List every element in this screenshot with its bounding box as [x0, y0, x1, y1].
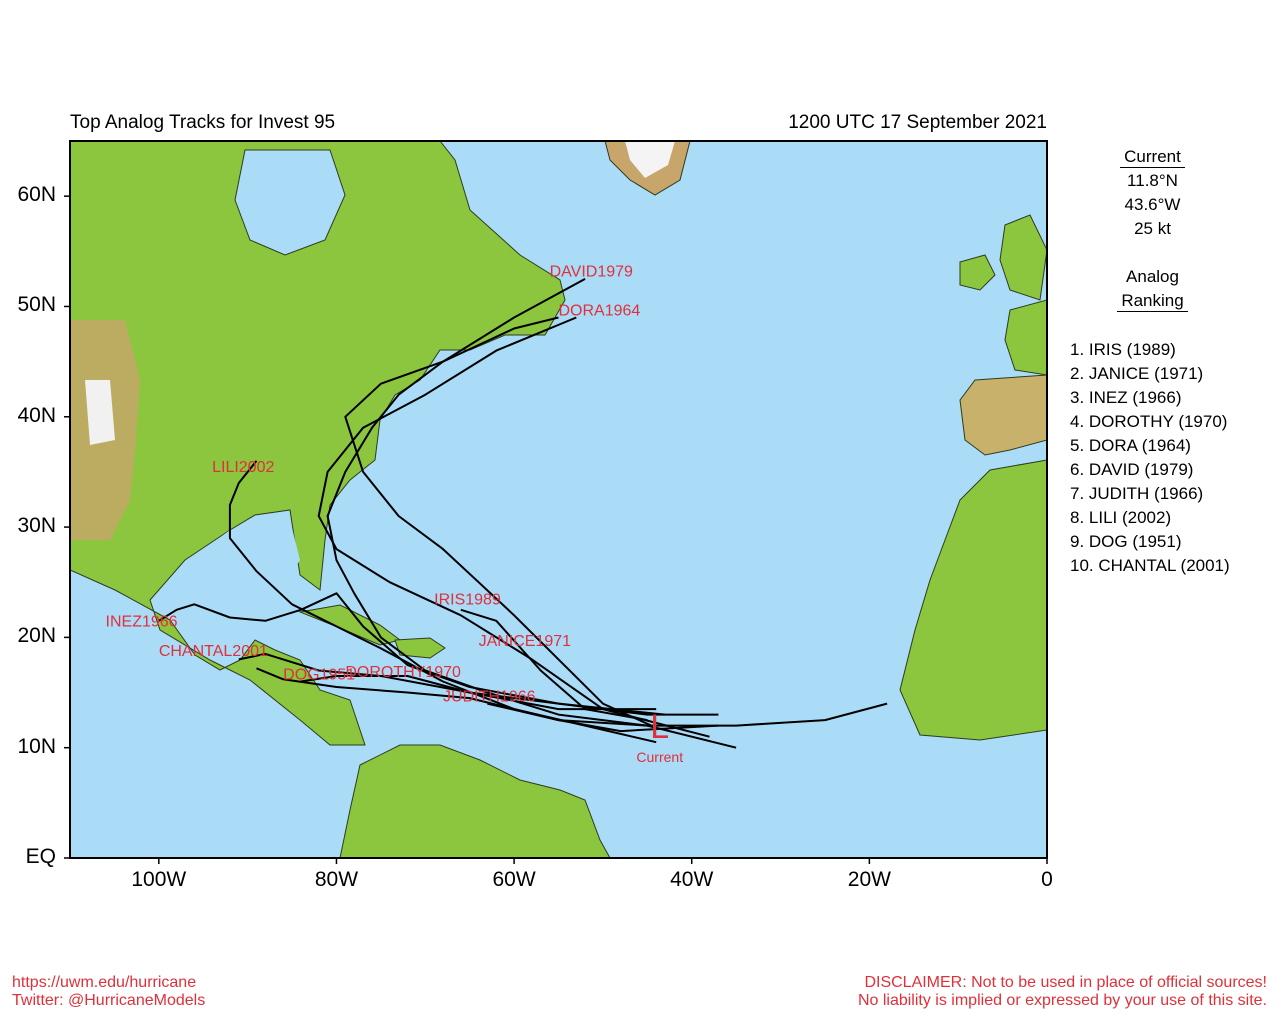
x-axis-label: 60W [492, 868, 536, 891]
current-info-panel: Current 11.8°N 43.6°W 25 kt [1100, 145, 1205, 241]
ranking-item: 9. DOG (1951) [1070, 532, 1182, 551]
analog-heading: Analog [1126, 267, 1179, 286]
track-dog1951 [256, 667, 888, 727]
gulf-inlet [190, 520, 300, 585]
track-label: DOROTHY1970 [345, 664, 461, 681]
africa [899, 459, 1047, 741]
greenland-ice [625, 141, 675, 178]
map-title: Top Analog Tracks for Invest 95 [70, 112, 336, 133]
europe-mainland [1004, 299, 1047, 376]
track-label: CHANTAL2001 [159, 643, 268, 660]
analog-tracks [158, 278, 888, 749]
south-america [339, 744, 611, 858]
track-label: DOG1951 [283, 666, 355, 683]
hudson-bay [234, 149, 346, 256]
y-axis-label: 10N [17, 734, 56, 758]
land-masses [70, 141, 1047, 858]
ranking-item: 10. CHANTAL (2001) [1070, 556, 1230, 575]
north-america [70, 141, 566, 746]
track-inez1966 [158, 592, 666, 716]
track-label: JUDITH1966 [443, 688, 536, 705]
ranking-item: 7. JUDITH (1966) [1070, 484, 1204, 503]
track-iris1989 [460, 608, 648, 722]
track-label: DAVID1979 [550, 264, 633, 281]
current-lat: 11.8°N [1127, 171, 1178, 190]
map-datetime: 1200 UTC 17 September 2021 [788, 112, 1047, 133]
ranking-item: 1. IRIS (1989) [1070, 340, 1176, 359]
current-lon: 43.6°W [1124, 195, 1181, 214]
map-frame [69, 140, 1048, 859]
current-storm-marker: L Current [636, 708, 683, 765]
x-axis-label: 0 [1041, 868, 1053, 891]
footer-url[interactable]: https://uwm.edu/hurricane [12, 974, 197, 991]
current-position-label: Current [636, 749, 683, 765]
ranking-item: 6. DAVID (1979) [1070, 460, 1194, 479]
footer-twitter[interactable]: Twitter: @HurricaneModels [12, 992, 206, 1009]
track-label: INEZ1966 [106, 613, 178, 630]
y-axis-label: 60N [17, 183, 56, 207]
ranking-heading: Ranking [1117, 290, 1188, 312]
y-axis-label: EQ [25, 845, 56, 868]
ranking-item: 8. LILI (2002) [1070, 508, 1172, 527]
analog-ranking-heading: Analog Ranking [1100, 265, 1205, 313]
hispaniola [394, 637, 446, 659]
ranking-item: 3. INEZ (1966) [1070, 388, 1182, 407]
x-axis-label: 40W [670, 868, 714, 891]
x-axis-label: 80W [314, 868, 359, 891]
disclaimer-line-1: DISCLAIMER: Not to be used in place of o… [864, 974, 1267, 991]
track-label: JANICE1971 [479, 633, 572, 650]
axis-ticks [64, 195, 1048, 864]
iberia [959, 374, 1047, 456]
ranking-item: 2. JANICE (1971) [1070, 364, 1204, 383]
y-axis-label: 20N [17, 624, 56, 648]
track-chantal2001 [238, 652, 657, 711]
analog-ranking-list: 1. IRIS (1989) 2. JANICE (1971) 3. INEZ … [1070, 338, 1230, 578]
current-position-l: L [650, 708, 669, 746]
british-isles [999, 214, 1047, 301]
ranking-item: 5. DORA (1964) [1070, 436, 1191, 455]
track-label: LILI2002 [212, 459, 274, 476]
y-axis-label: 30N [17, 514, 56, 538]
current-heading: Current [1120, 146, 1185, 168]
ranking-item: 4. DOROTHY (1970) [1070, 412, 1228, 431]
rocky-snow [85, 380, 115, 445]
track-dora1964 [317, 316, 710, 738]
current-wind: 25 kt [1134, 219, 1171, 238]
track-labels: DAVID1979 DORA1964 LILI2002 IRIS1989 JANICE1… [106, 264, 641, 706]
track-david1979 [326, 278, 737, 749]
disclaimer-line-2: No liability is implied or expressed by … [857, 992, 1267, 1009]
y-axis-label: 50N [17, 293, 56, 317]
x-axis-label: 100W [131, 868, 187, 891]
footer-disclaimer: DISCLAIMER: Not to be used in place of o… [858, 974, 1267, 1010]
ireland [959, 254, 996, 291]
track-label: DORA1964 [559, 302, 641, 319]
x-axis-label: 20W [847, 868, 891, 891]
y-axis-label: 40N [17, 403, 56, 427]
footer-links: https://uwm.edu/hurricane Twitter: @Hurr… [12, 974, 205, 1010]
track-label: IRIS1989 [434, 591, 501, 608]
